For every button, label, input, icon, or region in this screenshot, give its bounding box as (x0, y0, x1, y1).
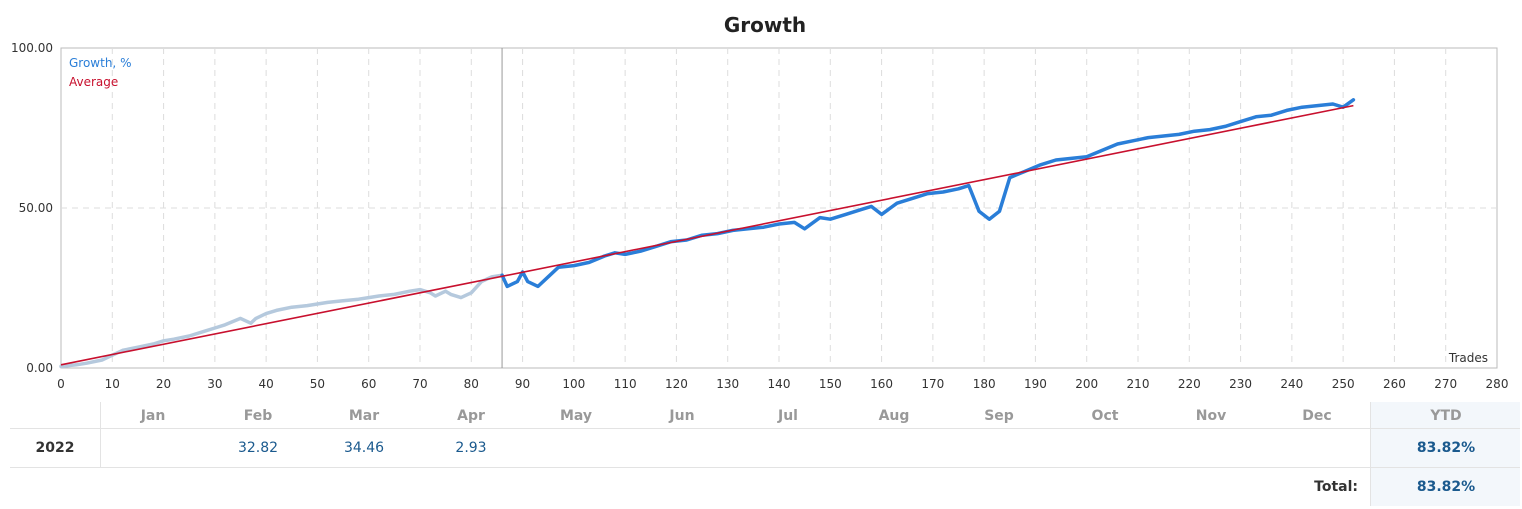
row-year: 2022 (35, 440, 75, 456)
x-tick-label: 0 (57, 377, 65, 391)
x-tick-label: 160 (870, 377, 893, 391)
x-tick-label: 10 (105, 377, 120, 391)
x-tick-label: 280 (1486, 377, 1509, 391)
total-value: 83.82% (1416, 479, 1476, 495)
x-tick-label: 140 (768, 377, 791, 391)
x-axis: 0 10 20 30 40 50 60 70 80 90 100 110 120 130 140 150 160… (57, 377, 1508, 391)
y-tick-label: 0.00 (26, 361, 53, 375)
total-label: Total: (1314, 479, 1358, 495)
legend: Growth, % Average (69, 56, 131, 89)
month-header: May (559, 408, 593, 424)
month-value[interactable]: 34.46 (343, 440, 385, 456)
x-axis-label: Trades (1448, 351, 1488, 365)
x-tick-label: 170 (921, 377, 944, 391)
y-tick-label: 100.00 (11, 41, 53, 55)
month-value[interactable]: 2.93 (455, 440, 487, 456)
month-header: Dec (1302, 408, 1332, 424)
growth-chart: Growth 0 10 20 30 40 50 60 70 80 90 100 110 120 130 14… (11, 13, 1508, 391)
month-header: Sep (984, 408, 1014, 424)
x-tick-label: 210 (1127, 377, 1150, 391)
row-ytd-value: 83.82% (1416, 440, 1476, 456)
x-tick-label: 200 (1075, 377, 1098, 391)
month-header: Jul (778, 408, 798, 424)
month-header: Feb (243, 408, 273, 424)
table-divider (10, 428, 1520, 429)
x-tick-label: 220 (1178, 377, 1201, 391)
month-value[interactable]: 32.82 (237, 440, 279, 456)
x-tick-label: 70 (412, 377, 427, 391)
month-header: Oct (1091, 408, 1119, 424)
x-tick-label: 230 (1229, 377, 1252, 391)
ytd-column-background (1370, 402, 1520, 506)
series-lines (59, 98, 1356, 369)
month-header: Jun (669, 408, 695, 424)
x-tick-label: 100 (562, 377, 585, 391)
y-axis: 0.00 50.00 100.00 (11, 41, 53, 375)
legend-average: Average (69, 75, 118, 89)
x-tick-label: 60 (361, 377, 376, 391)
x-tick-label: 270 (1434, 377, 1457, 391)
x-tick-label: 240 (1280, 377, 1303, 391)
x-tick-label: 30 (207, 377, 222, 391)
x-tick-label: 40 (259, 377, 274, 391)
x-tick-label: 50 (310, 377, 325, 391)
grid (61, 48, 1497, 368)
x-tick-label: 130 (716, 377, 739, 391)
x-tick-label: 250 (1332, 377, 1355, 391)
growth-line-history (59, 273, 504, 369)
y-tick-label: 50.00 (19, 201, 53, 215)
x-tick-label: 260 (1383, 377, 1406, 391)
x-tick-label: 20 (156, 377, 171, 391)
month-header: Aug (878, 408, 910, 424)
x-tick-label: 110 (614, 377, 637, 391)
x-tick-label: 90 (515, 377, 530, 391)
month-header: Jan (140, 408, 166, 424)
chart-title: Growth (724, 13, 806, 37)
x-tick-label: 150 (819, 377, 842, 391)
legend-growth: Growth, % (69, 56, 131, 70)
month-header: Mar (348, 408, 380, 424)
table-divider (100, 402, 101, 468)
x-tick-label: 180 (973, 377, 996, 391)
month-header: Nov (1195, 408, 1227, 424)
average-line (60, 104, 1354, 366)
ytd-header: YTD (1430, 408, 1462, 424)
x-tick-label: 190 (1024, 377, 1047, 391)
table-divider (10, 467, 1520, 468)
x-tick-label: 80 (464, 377, 479, 391)
table-divider (1370, 402, 1371, 506)
month-header: Apr (457, 408, 485, 424)
x-tick-label: 120 (665, 377, 688, 391)
